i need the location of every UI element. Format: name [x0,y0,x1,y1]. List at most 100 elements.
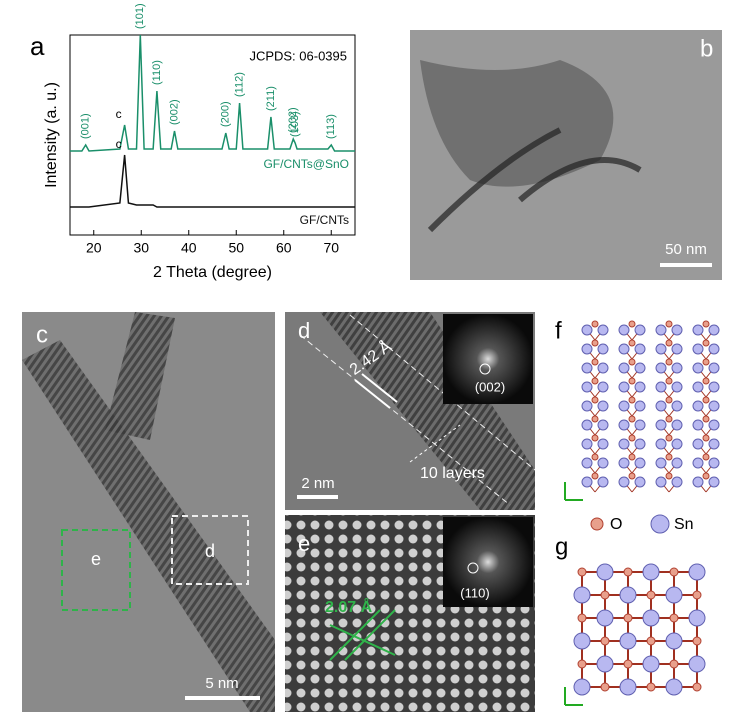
atom-o [628,472,636,480]
atom-sn [581,438,593,450]
atom-sn [692,400,704,412]
data-line [70,154,355,208]
atom-sn [655,381,667,393]
atom-sn [655,438,667,450]
atom-sn [634,324,646,336]
atom-sn [618,400,630,412]
atom-sn [597,324,609,336]
atom-sn [573,632,591,650]
atom-o [591,453,599,461]
atom-o [669,613,679,623]
box-label: d [205,541,215,561]
atom-sn [671,400,683,412]
atom-sn [597,476,609,488]
atom-o [577,659,587,669]
atom-sn [642,655,660,673]
atom-o [591,320,599,328]
x-tick-label: 20 [86,240,102,256]
atom-o [665,415,673,423]
atom-sn [634,419,646,431]
atom-sn [581,343,593,355]
atom-sn [665,632,683,650]
atom-sn [692,324,704,336]
atom-sn [596,563,614,581]
atom-o [665,453,673,461]
atom-o [669,567,679,577]
atom-sn [692,476,704,488]
atom-sn [671,381,683,393]
x-tick-label: 60 [276,240,292,256]
atom-sn [634,362,646,374]
atom-sn [581,400,593,412]
atom-o [702,377,710,385]
box-label: e [91,549,101,569]
atom-sn [618,457,630,469]
note: JCPDS: 06-0395 [249,48,347,63]
atom-sn [618,419,630,431]
x-tick-label: 70 [323,240,339,256]
atom-o [692,636,702,646]
legend-label: Sn [674,516,694,533]
atom-sn [665,678,683,696]
atom-sn [708,343,720,355]
atom-sn [597,362,609,374]
atom-sn [581,419,593,431]
atom-sn [708,381,720,393]
atom-o [665,377,673,385]
atom-sn [597,419,609,431]
atom-sn [655,419,667,431]
x-tick-label: 50 [228,240,244,256]
atom-sn [708,362,720,374]
atom-o [628,453,636,461]
atom-sn [655,343,667,355]
d-spacing: 2.07 Å [325,597,373,616]
atom-sn [581,362,593,374]
peak-label: (001) [80,113,92,139]
atom-sn [708,419,720,431]
atom-o [702,358,710,366]
peak-label: c [116,107,122,121]
atom-o [669,659,679,669]
atom-o [623,567,633,577]
atom-o [665,396,673,404]
atom-sn [708,457,720,469]
peak-label: (211) [265,86,277,111]
peak-label: (112) [233,72,245,97]
fft-spot: (110) [460,585,489,600]
atom-sn [596,655,614,673]
atom-sn [619,586,637,604]
atom-o [665,339,673,347]
atom-sn [597,343,609,355]
scale-bar-label: 5 nm [205,675,238,692]
atom-o [628,434,636,442]
atom-o [702,320,710,328]
atom-o [702,396,710,404]
atom-sn [692,343,704,355]
layers-label: 10 layers [420,465,485,482]
atom-sn [665,586,683,604]
y-axis-label: Intensity (a. u.) [43,82,60,188]
atom-sn [634,400,646,412]
atom-sn [573,678,591,696]
atom-sn [634,438,646,450]
peak-label: (101) [134,3,146,29]
panel-label: e [298,531,310,556]
atom-sn [618,476,630,488]
atom-sn [671,419,683,431]
atom-sn [634,381,646,393]
x-axis-label: 2 Theta (degree) [153,264,272,281]
atom-o [591,472,599,480]
atom-sn [671,438,683,450]
peak-label: (113) [325,114,337,139]
atom-o [702,434,710,442]
atom-o [577,613,587,623]
panel-label: g [555,533,568,560]
atom-o [665,358,673,366]
atom-sn [708,324,720,336]
atom-sn [671,457,683,469]
atom-sn [618,362,630,374]
atom-sn [634,476,646,488]
atom-o [646,590,656,600]
series-label: GF/CNTs [300,213,349,227]
